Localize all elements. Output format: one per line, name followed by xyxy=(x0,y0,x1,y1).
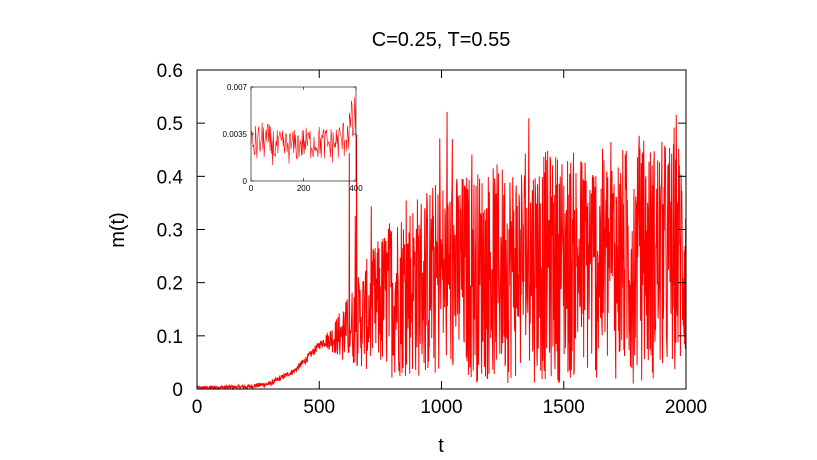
main-y-tick-label: 0.6 xyxy=(157,61,183,82)
y-axis-label: m(t) xyxy=(107,212,129,248)
x-axis-label: t xyxy=(438,435,444,457)
main-y-tick-label: 0 xyxy=(172,380,183,401)
inset-y-tick-label: 0 xyxy=(243,177,248,186)
main-y-tick-label: 0.5 xyxy=(157,114,183,135)
main-y-tick-label: 0.4 xyxy=(157,167,184,188)
inset-y-tick-label: 0.0035 xyxy=(223,130,248,139)
main-x-tick-label: 0 xyxy=(192,397,203,418)
main-x-tick-label: 1500 xyxy=(543,397,585,418)
inset-x-tick-label: 400 xyxy=(349,184,363,193)
inset-x-tick-label: 200 xyxy=(297,184,311,193)
inset-x-tick-label: 0 xyxy=(249,184,254,193)
main-x-tick-label: 1000 xyxy=(420,397,462,418)
inset-y-tick-label: 0.007 xyxy=(227,83,248,92)
main-y-tick-label: 0.3 xyxy=(157,221,183,242)
main-y-tick-label: 0.2 xyxy=(157,274,183,295)
main-data-series-line xyxy=(196,111,687,391)
main-y-tick-label: 0.1 xyxy=(157,327,183,348)
main-x-tick-label: 2000 xyxy=(665,397,707,418)
inset-plot-area: 0 200 400 0 0.0035 0.007 xyxy=(223,83,364,193)
main-x-tick-label: 500 xyxy=(303,397,335,418)
inset-data-series-line xyxy=(250,97,357,166)
chart-title: C=0.25, T=0.55 xyxy=(372,29,511,51)
